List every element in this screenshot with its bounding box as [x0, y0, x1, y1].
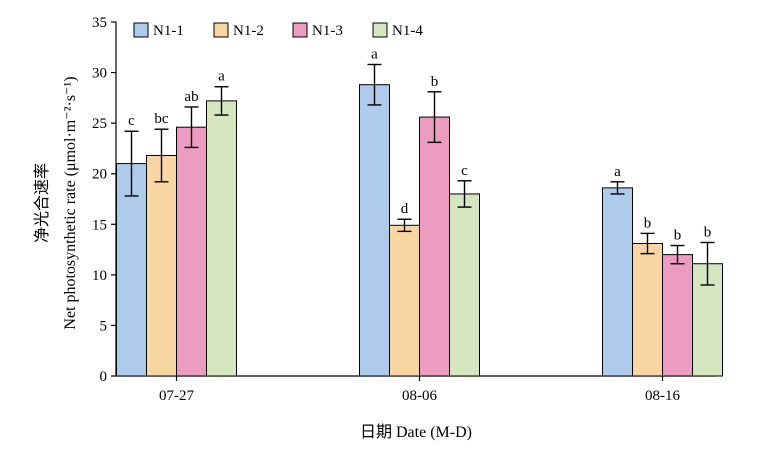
bar — [602, 187, 633, 377]
y-tick-label: 0 — [100, 369, 108, 385]
x-axis: 07-27 08-06 08-16 — [116, 375, 716, 404]
y-axis-label-chinese: 净光合速率 — [33, 163, 51, 243]
legend-swatch — [133, 22, 149, 38]
significance-letter: b — [644, 215, 652, 231]
significance-letter: a — [371, 46, 378, 62]
legend-label: N1-4 — [392, 23, 423, 39]
significance-letter: b — [431, 74, 439, 90]
x-tick-label: 08-16 — [645, 388, 680, 404]
bar-series-group: c a a bc d b ab b b a c b — [116, 46, 723, 377]
legend-swatch — [213, 22, 229, 38]
y-tick-label: 15 — [92, 217, 107, 233]
legend-swatch — [292, 22, 308, 38]
y-tick-label: 35 — [92, 15, 107, 31]
bar — [206, 100, 237, 377]
legend-label: N1-3 — [312, 23, 343, 39]
y-axis: 0 5 10 15 20 25 30 35 — [92, 15, 117, 385]
significance-letter: a — [614, 164, 621, 180]
x-axis-label: 日期 Date (M-D) — [360, 423, 472, 441]
significance-letter: b — [674, 228, 682, 244]
legend-swatch — [372, 22, 388, 38]
bar — [146, 155, 177, 377]
significance-letter: ab — [184, 89, 198, 105]
legend: N1-1 N1-2 N1-3 N1-4 — [133, 22, 423, 39]
bar — [662, 254, 693, 377]
legend-label: N1-2 — [233, 23, 264, 39]
x-tick-label: 08-06 — [402, 388, 437, 404]
bar — [389, 224, 420, 377]
bar — [419, 116, 450, 377]
y-tick-label: 25 — [92, 116, 107, 132]
y-tick-label: 5 — [100, 318, 108, 334]
y-tick-label: 10 — [92, 268, 107, 284]
significance-letter: c — [461, 163, 468, 179]
significance-letter: a — [218, 69, 225, 85]
bar — [449, 193, 480, 377]
legend-label: N1-1 — [153, 23, 184, 39]
bar — [359, 84, 390, 377]
significance-letter: b — [704, 224, 712, 240]
y-tick-label: 30 — [92, 66, 107, 82]
y-axis-label-english: Net photosynthetic rate (μmol·m⁻²·s⁻¹) — [62, 76, 79, 329]
x-tick-label: 07-27 — [159, 388, 194, 404]
significance-letter: c — [128, 113, 135, 129]
significance-letter: bc — [154, 111, 169, 127]
bar — [632, 243, 663, 377]
bar — [176, 126, 207, 377]
y-tick-label: 20 — [92, 167, 107, 183]
significance-letter: d — [401, 201, 409, 217]
